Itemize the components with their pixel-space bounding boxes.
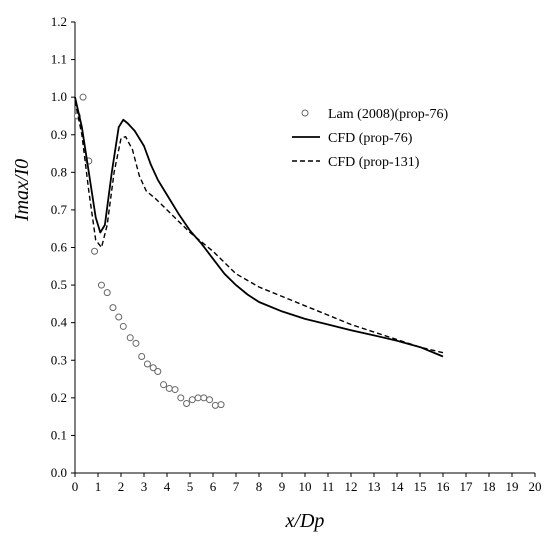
y-tick-label: 1.0 [51, 89, 67, 104]
data-point [97, 281, 105, 289]
data-point [132, 339, 140, 347]
x-tick-label: 0 [72, 479, 79, 494]
legend-label: CFD (prop-131) [328, 155, 420, 170]
x-tick-label: 9 [279, 479, 286, 494]
x-tick-label: 20 [529, 479, 542, 494]
x-tick-label: 2 [118, 479, 125, 494]
x-tick-label: 3 [141, 479, 148, 494]
x-tick-label: 14 [391, 479, 405, 494]
y-tick-label: 0.3 [51, 352, 67, 367]
data-point [188, 396, 196, 404]
data-point [154, 368, 162, 376]
y-tick-label: 0.8 [51, 164, 67, 179]
tick-labels: 0 1 2 3 4 5 6 7 8 9 10 11 12 13 14 15 16 17 18 19 200.00.10.… [51, 14, 542, 494]
x-tick-label: 5 [187, 479, 194, 494]
data-point [206, 396, 214, 404]
series-cfd-prop131-line [74, 100, 444, 354]
y-tick-label: 0.2 [51, 390, 67, 405]
data-point [115, 313, 123, 321]
data-point [103, 289, 111, 297]
x-tick-label: 11 [322, 479, 335, 494]
series-cfd-prop76-line [74, 96, 444, 358]
x-tick-label: 17 [460, 479, 474, 494]
data-point [177, 394, 185, 402]
y-tick-label: 0.7 [51, 202, 68, 217]
legend: Lam (2008)(prop-76) CFD (prop-76) CFD (pro… [292, 107, 448, 170]
x-tick-label: 10 [299, 479, 312, 494]
y-tick-label: 1.2 [51, 14, 67, 29]
y-tick-label: 0.1 [51, 427, 67, 442]
x-tick-label: 16 [437, 479, 451, 494]
y-tick-label: 0.6 [51, 240, 68, 255]
data-point [160, 381, 168, 389]
series-layer [73, 93, 444, 409]
data-point [126, 334, 134, 342]
series-lam-markers [73, 93, 225, 409]
data-point [194, 394, 202, 402]
x-tick-label: 18 [483, 479, 496, 494]
y-tick-label: 0.5 [51, 277, 67, 292]
x-tick-label: 13 [368, 479, 381, 494]
y-axis-label: Imax/I0 [11, 159, 33, 222]
x-axis-label: x/Dp [285, 510, 325, 532]
axes [71, 21, 536, 477]
data-point [211, 401, 219, 409]
y-tick-label: 0.4 [51, 315, 68, 330]
x-tick-label: 4 [164, 479, 171, 494]
data-point [165, 384, 173, 392]
legend-label: CFD (prop-76) [328, 131, 413, 146]
x-tick-label: 8 [256, 479, 263, 494]
x-tick-label: 7 [233, 479, 240, 494]
data-point [143, 360, 151, 368]
y-tick-label: 1.1 [51, 52, 67, 67]
data-point [109, 304, 117, 312]
y-tick-label: 0.9 [51, 127, 67, 142]
data-point [200, 394, 208, 402]
data-point [149, 364, 157, 372]
x-tick-label: 1 [95, 479, 102, 494]
data-point [119, 322, 127, 330]
data-point [217, 401, 225, 409]
x-tick-label: 12 [345, 479, 358, 494]
x-tick-label: 6 [210, 479, 217, 494]
x-tick-label: 19 [506, 479, 519, 494]
data-point [91, 247, 99, 255]
data-point [138, 352, 146, 360]
data-point [171, 386, 179, 394]
legend-marker [301, 109, 309, 117]
data-point [183, 399, 191, 407]
data-point [79, 93, 87, 101]
x-tick-label: 15 [414, 479, 427, 494]
y-tick-label: 0.0 [51, 465, 67, 480]
legend-label: Lam (2008)(prop-76) [328, 107, 448, 122]
